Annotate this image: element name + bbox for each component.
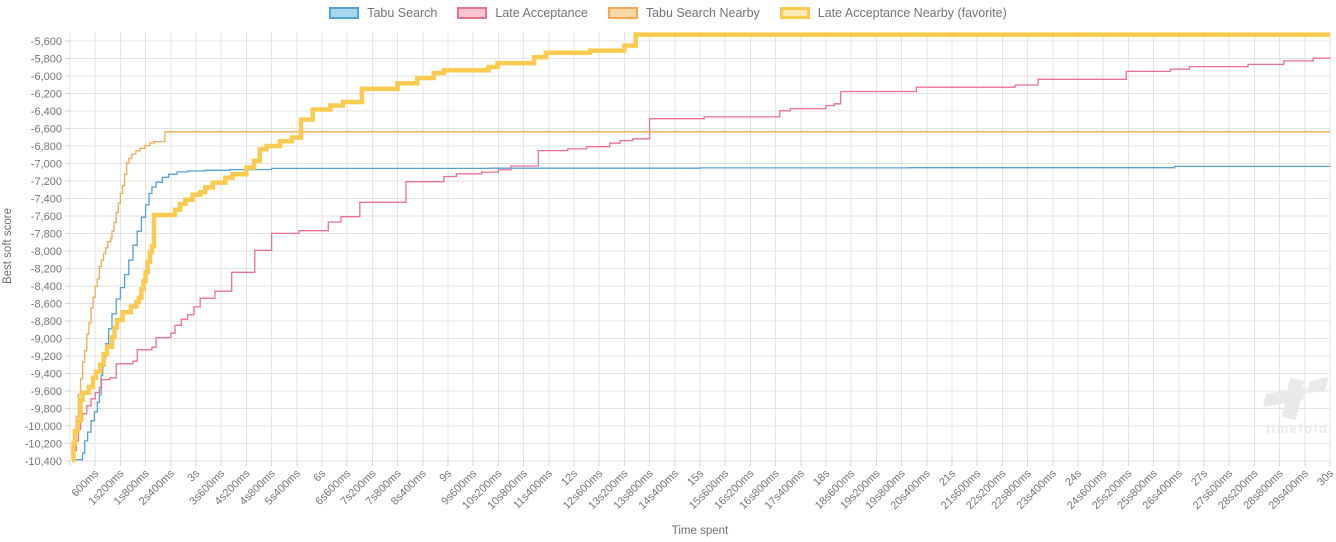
y-tick-label: -7,000 bbox=[31, 158, 62, 170]
y-tick-label: -6,000 bbox=[31, 71, 62, 83]
chart-legend: Tabu Search Late Acceptance Tabu Search Ne… bbox=[0, 6, 1336, 20]
x-tick-label: 9s bbox=[437, 467, 454, 484]
y-tick-label: -9,000 bbox=[31, 333, 62, 345]
y-tick-label: -5,600 bbox=[31, 36, 62, 48]
y-tick-label: -8,600 bbox=[31, 298, 62, 310]
y-tick-label: -7,200 bbox=[31, 176, 62, 188]
legend-item-tabu-search-nearby[interactable]: Tabu Search Nearby bbox=[607, 6, 760, 20]
x-tick-label: 18s bbox=[811, 467, 832, 488]
x-tick-label: 21s bbox=[937, 467, 958, 488]
watermark-text: timefold bbox=[1266, 421, 1329, 436]
x-tick-label: 3s bbox=[185, 467, 202, 484]
x-tick-label: 12s bbox=[559, 467, 580, 488]
legend-item-tabu-search[interactable]: Tabu Search bbox=[329, 6, 437, 20]
legend-item-late-acceptance-nearby-favorite[interactable]: Late Acceptance Nearby (favorite) bbox=[779, 6, 1007, 20]
y-tick-label: -9,400 bbox=[31, 368, 62, 380]
y-tick-label: -7,600 bbox=[31, 211, 62, 223]
series-line-late-acceptance bbox=[72, 57, 1331, 458]
y-tick-label: -7,800 bbox=[31, 228, 62, 240]
y-tick-label: -10,200 bbox=[25, 438, 62, 450]
series-line-tabu-search-nearby bbox=[72, 131, 1330, 456]
legend-swatch-late-acceptance-nearby-favorite bbox=[779, 7, 810, 19]
legend-label: Tabu Search bbox=[367, 6, 438, 20]
x-tick-label: 27s bbox=[1189, 467, 1210, 488]
y-tick-label: -6,800 bbox=[31, 141, 62, 153]
timefold-logo-icon bbox=[1263, 377, 1329, 420]
y-tick-label: -6,600 bbox=[31, 123, 62, 135]
y-tick-label: -10,000 bbox=[25, 421, 62, 433]
legend-label: Late Acceptance bbox=[495, 6, 588, 20]
x-tick-label: 15s bbox=[685, 467, 706, 488]
legend-label: Late Acceptance Nearby (favorite) bbox=[817, 6, 1007, 20]
y-tick-label: -9,800 bbox=[31, 403, 62, 415]
x-tick-label: 30s bbox=[1315, 467, 1336, 488]
y-axis-title: Best soft score bbox=[2, 208, 14, 284]
y-tick-label: -5,800 bbox=[31, 53, 62, 65]
y-tick-label: -10,400 bbox=[25, 456, 62, 468]
legend-swatch-tabu-search-nearby bbox=[607, 7, 638, 19]
y-tick-label: -9,200 bbox=[31, 351, 62, 363]
y-tick-label: -8,000 bbox=[31, 246, 62, 258]
x-axis-title: Time spent bbox=[672, 525, 729, 537]
timefold-watermark: timefold bbox=[1263, 377, 1329, 436]
y-tick-label: -8,400 bbox=[31, 281, 62, 293]
y-tick-label: -6,200 bbox=[31, 88, 62, 100]
legend-label: Tabu Search Nearby bbox=[645, 6, 760, 20]
x-tick-label: 6s bbox=[311, 467, 328, 484]
legend-swatch-tabu-search bbox=[329, 7, 360, 19]
y-tick-label: -9,600 bbox=[31, 386, 62, 398]
grid-lines bbox=[69, 32, 1331, 462]
legend-swatch-late-acceptance bbox=[457, 7, 488, 19]
series-lines bbox=[71, 32, 1331, 463]
y-tick-label: -8,800 bbox=[31, 316, 62, 328]
legend-item-late-acceptance[interactable]: Late Acceptance bbox=[457, 6, 588, 20]
y-tick-label: -7,400 bbox=[31, 193, 62, 205]
y-tick-label: -6,400 bbox=[31, 106, 62, 118]
y-axis-tick-labels: -5,600 -5,800 -6,000 -6,200 -6,400 -6,600 -6,8… bbox=[25, 36, 62, 468]
y-tick-label: -8,200 bbox=[31, 263, 62, 275]
series-line-tabu-search bbox=[75, 165, 1331, 461]
axis-tick-marks bbox=[65, 40, 1331, 466]
series-line-late-acceptance-nearby-favorite bbox=[71, 32, 1330, 463]
x-tick-label: 24s bbox=[1063, 467, 1084, 488]
